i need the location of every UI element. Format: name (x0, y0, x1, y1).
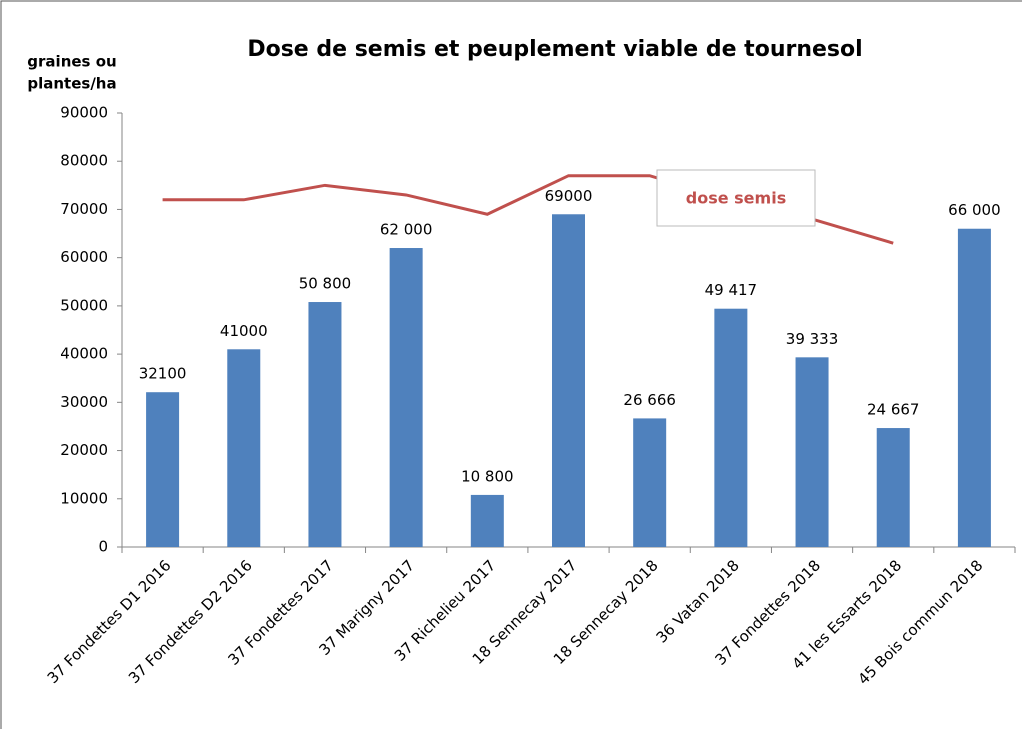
data-label: 41000 (220, 322, 268, 340)
y-tick-label: 70000 (60, 200, 108, 218)
y-axis-label: plantes/ha (27, 75, 116, 93)
data-label: 66 000 (948, 201, 1001, 219)
y-tick-label: 50000 (60, 296, 108, 314)
data-label: 50 800 (299, 275, 352, 293)
bar (714, 308, 748, 547)
data-label: 24 667 (867, 401, 920, 419)
legend-label: dose semis (686, 189, 786, 208)
bar (308, 302, 342, 547)
y-tick-label: 0 (98, 538, 108, 556)
data-label: 26 666 (623, 391, 676, 409)
y-tick-label: 40000 (60, 345, 108, 363)
bar (876, 428, 910, 547)
y-tick-label: 10000 (60, 489, 108, 507)
chart-title: Dose de semis et peuplement viable de to… (247, 37, 862, 62)
data-label: 32100 (139, 365, 187, 383)
y-tick-label: 80000 (60, 152, 108, 170)
data-label: 49 417 (705, 281, 758, 299)
bar (146, 392, 180, 547)
bar (957, 228, 991, 547)
bar (389, 248, 423, 547)
data-label: 69000 (545, 187, 593, 205)
data-label: 62 000 (380, 221, 433, 239)
bar (633, 418, 667, 547)
y-tick-label: 90000 (60, 104, 108, 122)
bar (227, 349, 261, 547)
data-label: 10 800 (461, 467, 514, 485)
legend-box (656, 169, 816, 227)
bar (470, 494, 504, 547)
bar (552, 214, 585, 547)
y-tick-label: 60000 (60, 248, 108, 266)
bar (795, 357, 829, 547)
data-label: 39 333 (786, 330, 839, 348)
y-tick-label: 30000 (60, 393, 108, 411)
y-axis-label: graines ou (27, 53, 116, 71)
y-tick-label: 20000 (60, 441, 108, 459)
